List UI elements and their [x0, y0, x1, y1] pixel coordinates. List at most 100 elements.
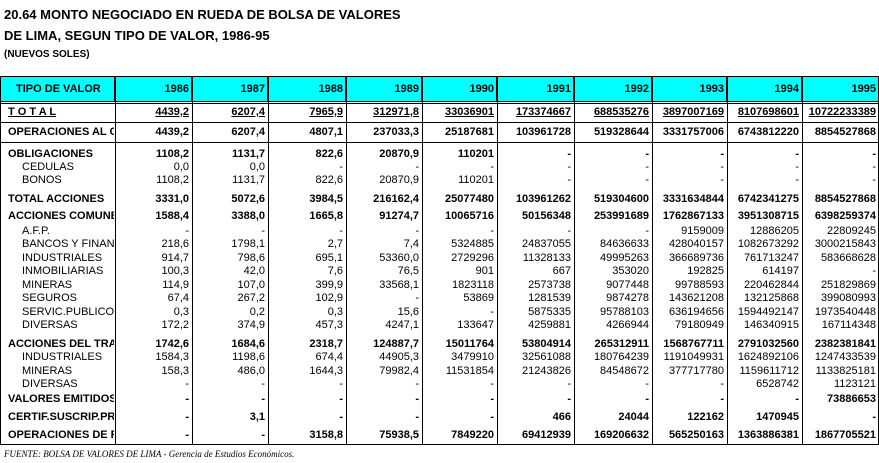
- cell: -: [795, 161, 799, 173]
- cell: 1823118: [451, 279, 494, 291]
- cell: 366689736: [668, 252, 724, 264]
- cell: 1624892106: [737, 351, 799, 363]
- cell: 457,3: [315, 319, 343, 331]
- cell: 69412939: [522, 429, 571, 441]
- cell: 3,1: [249, 411, 265, 423]
- cell: 20870,9: [379, 148, 419, 160]
- column-header: 1989: [394, 83, 419, 95]
- cell: -: [872, 411, 876, 423]
- header-cell: [652, 76, 727, 102]
- cell: 5324885: [451, 238, 494, 250]
- cell: -: [339, 411, 343, 423]
- column-rule: [727, 102, 728, 445]
- cell: 218,6: [161, 238, 189, 250]
- row-label: T O T A L: [8, 106, 57, 118]
- column-rule: [802, 102, 803, 445]
- cell: 146340915: [743, 319, 799, 331]
- row-label: INDUSTRIALES: [22, 351, 103, 363]
- cell: -: [720, 174, 724, 186]
- cell: 914,7: [161, 252, 189, 264]
- column-header: 1995: [851, 83, 876, 95]
- cell: 798,6: [237, 252, 265, 264]
- header-cell: [0, 76, 115, 102]
- cell: 3331757006: [662, 126, 724, 138]
- cell: 33036901: [445, 106, 494, 118]
- header-cell: [268, 76, 346, 102]
- cell: -: [567, 174, 571, 186]
- cell: -: [720, 393, 724, 405]
- cell: -: [795, 393, 799, 405]
- cell: -: [567, 161, 571, 173]
- cell: 75938,5: [379, 429, 419, 441]
- cell: 1191049931: [663, 351, 724, 363]
- cell: 5875335: [528, 306, 571, 318]
- cell: 103961262: [515, 193, 571, 205]
- cell: 822,6: [315, 174, 343, 186]
- cell: 110201: [458, 174, 494, 186]
- cell: 2573738: [528, 279, 571, 291]
- cell: 143621208: [668, 292, 724, 304]
- cell: 2729296: [451, 252, 494, 264]
- cell: -: [645, 161, 649, 173]
- column-header: 1988: [318, 83, 343, 95]
- cell: 519328644: [593, 126, 649, 138]
- cell: -: [261, 378, 265, 390]
- cell: 4439,2: [155, 106, 189, 118]
- cell: -: [415, 393, 419, 405]
- cell: 1363886381: [737, 429, 799, 441]
- column-header: 1987: [240, 83, 265, 95]
- cell: 100,3: [161, 265, 189, 277]
- cell: 399080993: [820, 292, 876, 304]
- cell: 7,4: [403, 238, 419, 250]
- cell: 399,9: [315, 279, 343, 291]
- cell: 6398259374: [814, 210, 876, 222]
- cell: 103961728: [515, 126, 571, 138]
- cell: 1470945: [756, 411, 799, 423]
- cell: -: [261, 393, 265, 405]
- cell: 15,6: [397, 306, 419, 318]
- cell: 695,1: [315, 252, 343, 264]
- column-rule: [497, 102, 498, 445]
- cell: -: [645, 148, 649, 160]
- cell: 3479910: [451, 351, 494, 363]
- cell: 2382381841: [814, 338, 876, 350]
- cell: 667: [552, 265, 571, 277]
- cell: -: [490, 225, 494, 237]
- cell: 192825: [687, 265, 724, 277]
- unit: (NUEVOS SOLES): [4, 49, 90, 60]
- header-cell: [574, 76, 652, 102]
- cell: 11328133: [522, 252, 571, 264]
- row-label: BONOS: [22, 174, 62, 186]
- cell: 21243826: [522, 365, 571, 377]
- cell: 107,0: [237, 279, 265, 291]
- cell: 1644,3: [309, 365, 343, 377]
- cell: 15011764: [445, 338, 494, 350]
- cell: 267,2: [237, 292, 265, 304]
- cell: 173374667: [515, 106, 571, 118]
- cell: 9874278: [606, 292, 649, 304]
- cell: 3897007169: [662, 106, 724, 118]
- cell: 428040157: [668, 238, 724, 250]
- cell: 122162: [687, 411, 724, 423]
- cell: 158,3: [161, 365, 189, 377]
- cell: 1665,8: [309, 210, 343, 222]
- cell: 172,2: [161, 319, 189, 331]
- header-cell: [192, 76, 268, 102]
- cell: 79180949: [675, 319, 724, 331]
- cell: 486,0: [237, 365, 265, 377]
- cell: 76,5: [397, 265, 419, 277]
- cell: 3984,5: [309, 193, 343, 205]
- cell: -: [185, 378, 189, 390]
- cell: 761713247: [743, 252, 799, 264]
- cell: -: [720, 378, 724, 390]
- cell: 8854527868: [814, 126, 876, 138]
- cell: 0,0: [249, 161, 265, 173]
- row-label: DIVERSAS: [22, 319, 78, 331]
- cell: 1108,2: [155, 148, 189, 160]
- column-header: TIPO DE VALOR: [16, 83, 101, 95]
- cell: 10722233389: [808, 106, 876, 118]
- cell: -: [645, 378, 649, 390]
- cell: -: [490, 411, 494, 423]
- cell: 4259881: [528, 319, 571, 331]
